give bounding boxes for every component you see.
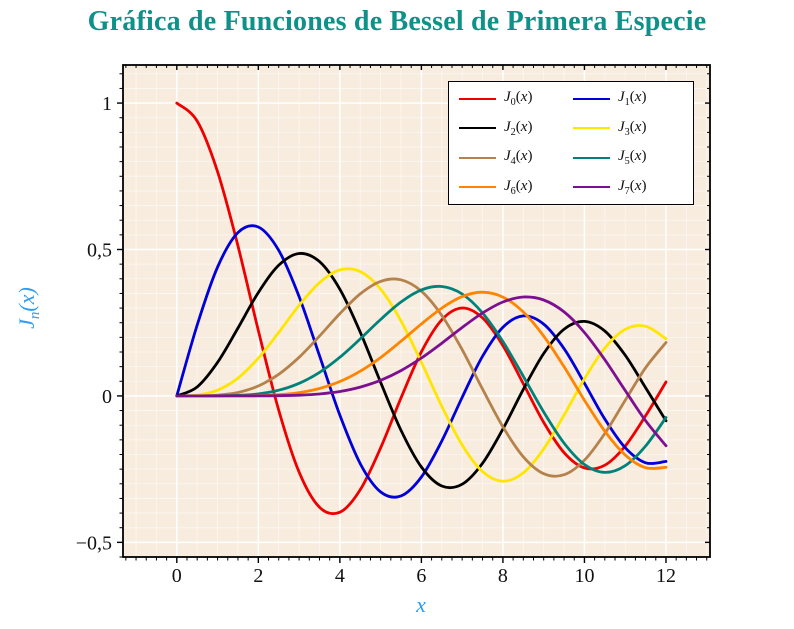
x-tick-label: 4	[335, 565, 345, 587]
legend-label: J5(x)	[618, 148, 647, 168]
curve-J2x	[175, 252, 668, 490]
plot-frame	[122, 64, 711, 558]
x-tick-label: 0	[172, 565, 182, 587]
legend-label: J6(x)	[504, 177, 533, 197]
y-tick-label: 0	[102, 386, 112, 408]
legend-swatch	[459, 186, 496, 189]
legend-item: J1(x)	[573, 89, 683, 108]
legend-label: J2(x)	[504, 118, 533, 138]
legend-swatch	[573, 97, 610, 100]
legend-item: J0(x)	[459, 89, 569, 108]
legend-swatch	[573, 127, 610, 130]
legend-swatch	[459, 97, 496, 100]
x-tick-label: 6	[416, 565, 426, 587]
legend-label: J4(x)	[504, 148, 533, 168]
legend-label: J7(x)	[618, 177, 647, 197]
legend-swatch	[573, 186, 610, 189]
x-tick-label: 10	[574, 565, 594, 587]
curve-J3x	[175, 267, 668, 483]
legend-item: J7(x)	[573, 178, 683, 197]
legend-item: J2(x)	[459, 119, 569, 138]
x-tick-label: 2	[253, 565, 263, 587]
legend-item: J6(x)	[459, 178, 569, 197]
chart-title: Gráfica de Funciones de Bessel de Primer…	[87, 6, 707, 37]
curves	[175, 101, 668, 516]
y-tick-label: 0,5	[87, 240, 112, 262]
y-tick-label: 1	[102, 93, 112, 115]
curve-J7x	[175, 295, 668, 448]
legend-item: J5(x)	[573, 148, 683, 167]
legend-swatch	[573, 156, 610, 159]
x-axis-label: x	[416, 592, 426, 617]
legend-label: J3(x)	[618, 118, 647, 138]
x-tick-label: 12	[656, 565, 676, 587]
curve-J1x	[175, 224, 668, 499]
curve-J5x	[175, 284, 668, 474]
y-tick-label: −0,5	[76, 532, 112, 554]
legend-label: J1(x)	[618, 89, 647, 109]
x-tick-label: 8	[498, 565, 508, 587]
legend-item: J3(x)	[573, 119, 683, 138]
legend: J0(x) J1(x) J2(x) J3(x) J4(x) J5(x) J6(x) J7(x)	[448, 81, 694, 205]
legend-swatch	[459, 156, 496, 159]
ticks: 0 2 4 6 8 10 12 −0,5 0 0,5 1	[76, 65, 710, 587]
legend-label: J0(x)	[504, 89, 533, 109]
legend-swatch	[459, 127, 496, 130]
legend-item: J4(x)	[459, 148, 569, 167]
y-axis-label: Jn(x)	[13, 287, 44, 329]
